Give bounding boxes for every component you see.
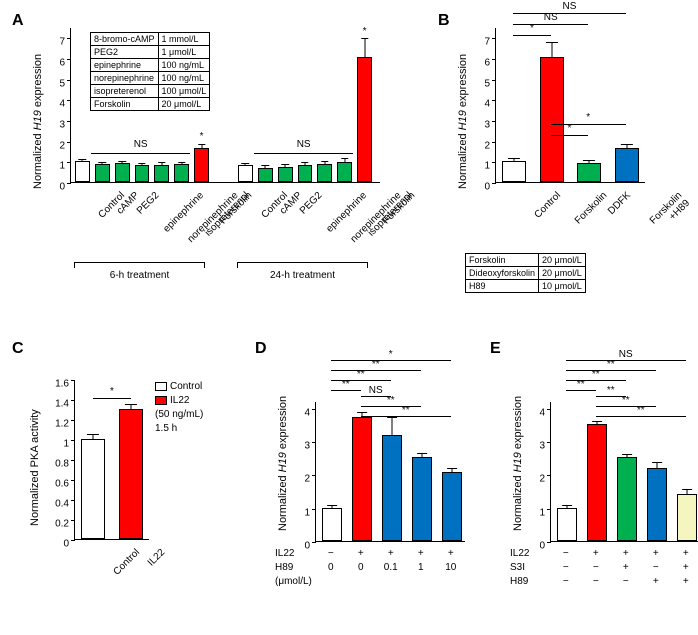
bar (174, 164, 189, 182)
condition-value: − (586, 576, 606, 587)
condition-value: + (441, 548, 461, 559)
bar (557, 508, 577, 541)
bar (258, 168, 273, 182)
bar (317, 164, 332, 182)
condition-value: − (586, 562, 606, 573)
bar (322, 508, 342, 541)
bar (95, 164, 110, 182)
bar (647, 468, 667, 541)
condition-value: + (351, 548, 371, 559)
bar (154, 165, 169, 182)
condition-name: IL22 (510, 548, 546, 559)
panel-c-ylabel: Normalized PKA activity (29, 376, 41, 526)
condition-value: 0 (321, 562, 341, 573)
condition-value: 1 (411, 562, 431, 573)
panel-b: Normalized H19 expression 01234567 *NSNS… (475, 28, 675, 318)
condition-value: + (586, 548, 606, 559)
bar (75, 161, 90, 182)
panel-a-label: A (12, 12, 24, 30)
bar (337, 162, 352, 182)
condition-value: − (556, 548, 576, 559)
condition-value: + (676, 548, 696, 559)
condition-value: − (321, 548, 341, 559)
x-category: DDFK (606, 190, 633, 217)
bar (115, 163, 130, 182)
condition-value: 10 (441, 562, 461, 573)
panel-d-ylabel: Normalized H19 expression (277, 371, 289, 531)
figure: A Normalized H19 expression 01234567NS*N… (10, 10, 688, 625)
x-category: Control (112, 547, 143, 578)
condition-value: − (616, 576, 636, 587)
condition-value: 0.1 (381, 562, 401, 573)
condition-value: + (676, 576, 696, 587)
bar (119, 409, 143, 539)
condition-value: + (646, 576, 666, 587)
bar (412, 457, 432, 541)
panel-e-chart: 01234 (550, 402, 698, 542)
condition-value: + (646, 548, 666, 559)
panel-d: Normalized H19 expression 01234 *******N… (295, 360, 485, 620)
bar (677, 494, 697, 541)
bar (587, 424, 607, 541)
condition-value: + (381, 548, 401, 559)
bar (81, 439, 105, 539)
x-category: IL22 (146, 547, 168, 569)
bar (382, 435, 402, 541)
condition-value: + (676, 562, 696, 573)
panel-e: Normalized H19 expression 01234 ******NS… (530, 360, 698, 620)
condition-name: H89 (510, 576, 546, 587)
panel-e-label: E (490, 340, 501, 358)
panel-c-legend: ControlIL22(50 ng/mL)1.5 h (155, 380, 203, 436)
panel-a-ylabel: Normalized H19 expression (32, 29, 44, 189)
bar (298, 165, 313, 182)
bar (135, 165, 150, 182)
group-label: 6-h treatment (110, 270, 169, 281)
panel-a-table: 8-bromo-cAMP1 mmol/LPEG21 μmol/Lepinephr… (90, 32, 210, 111)
panel-b-table: Forskolin20 μmol/LDideoxyforskolin20 μmo… (465, 253, 586, 293)
x-category: Control (533, 190, 564, 221)
condition-name: H89 (275, 562, 311, 573)
bar (278, 167, 293, 183)
condition-value: + (616, 548, 636, 559)
condition-value: − (556, 576, 576, 587)
condition-name: IL22 (275, 548, 311, 559)
condition-name: S3I (510, 562, 546, 573)
condition-value: − (556, 562, 576, 573)
bar (442, 472, 462, 541)
x-category: Forskolin+H89 (648, 190, 692, 234)
condition-value: + (616, 562, 636, 573)
panel-c-chart: 00.20.40.60.811.21.41.6* (74, 380, 149, 540)
bar (617, 457, 637, 541)
bar (238, 165, 253, 182)
bar (357, 57, 372, 182)
condition-value: + (411, 548, 431, 559)
bar (194, 148, 209, 182)
x-category: Forskolin (573, 190, 609, 226)
panel-b-label: B (438, 12, 450, 30)
condition-value: − (646, 562, 666, 573)
panel-a: Normalized H19 expression 01234567NS*NS*… (50, 28, 390, 298)
bar (352, 417, 372, 541)
panel-d-label: D (255, 340, 267, 358)
group-label: 24-h treatment (270, 270, 335, 281)
panel-b-ylabel: Normalized H19 expression (457, 29, 469, 189)
panel-d-chart: 01234 (315, 402, 465, 542)
condition-value: 0 (351, 562, 371, 573)
panel-c-label: C (12, 340, 24, 358)
panel-c: Normalized PKA activity 00.20.40.60.811.… (50, 360, 240, 610)
panel-e-ylabel: Normalized H19 expression (512, 371, 524, 531)
